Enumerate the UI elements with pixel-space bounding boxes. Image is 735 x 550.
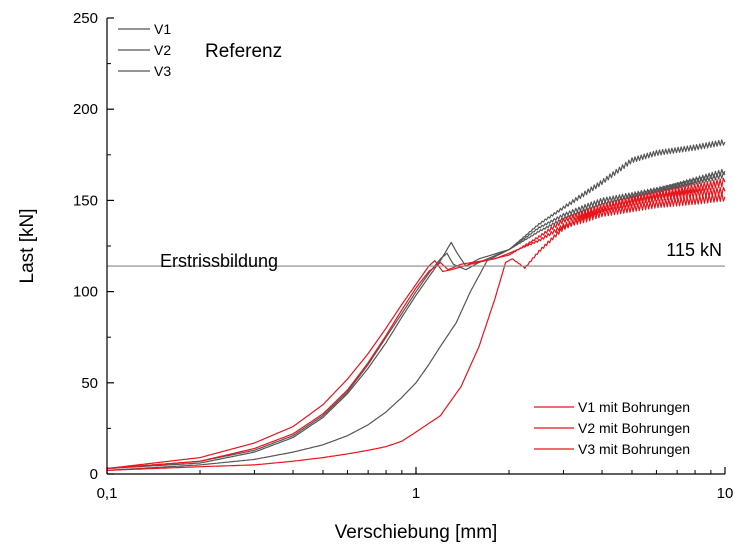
legend-group-referenz: Referenz <box>205 41 282 62</box>
series-line-5 <box>106 192 726 470</box>
legend-label-v2: V2 <box>154 42 171 58</box>
y-tick-label: 200 <box>73 101 98 118</box>
series-line-3 <box>106 168 726 471</box>
legend-bohrungen: V1 mit Bohrungen V2 mit Bohrungen V3 mit… <box>534 399 690 457</box>
x-axis-title: Verschiebung [mm] <box>335 522 498 543</box>
legend-label-v1-bohrungen: V1 mit Bohrungen <box>578 399 690 415</box>
erstrissbildung-value: 115 kN <box>666 240 722 260</box>
x-tick-label: 1 <box>412 485 420 502</box>
x-tick-label: 10 <box>717 485 734 502</box>
y-tick-label: 50 <box>81 375 98 392</box>
y-tick-label: 0 <box>90 466 98 483</box>
y-tick-label: 150 <box>73 192 98 209</box>
y-axis-title: Last [kN] <box>17 209 38 284</box>
x-tick-label: 0,1 <box>97 485 118 502</box>
y-tick-label: 100 <box>73 284 98 301</box>
erstrissbildung-label: Erstrissbildung <box>160 251 278 271</box>
series-line-6 <box>106 186 726 471</box>
legend-label-v2-bohrungen: V2 mit Bohrungen <box>578 420 690 436</box>
x-ticks: 0,1 1 10 <box>97 467 734 502</box>
y-ticks: 0 50 100 150 200 250 <box>73 10 114 483</box>
legend-label-v1: V1 <box>154 21 171 37</box>
plot-lines <box>106 139 726 471</box>
axes: 0 50 100 150 200 250 0,1 1 10 <box>73 10 733 502</box>
y-tick-label: 250 <box>73 10 98 27</box>
legend-label-v3-bohrungen: V3 mit Bohrungen <box>578 441 690 457</box>
series-line-2 <box>106 139 726 470</box>
legend-reference: V1 V2 V3 Referenz <box>118 21 282 79</box>
legend-label-v3: V3 <box>154 63 171 79</box>
